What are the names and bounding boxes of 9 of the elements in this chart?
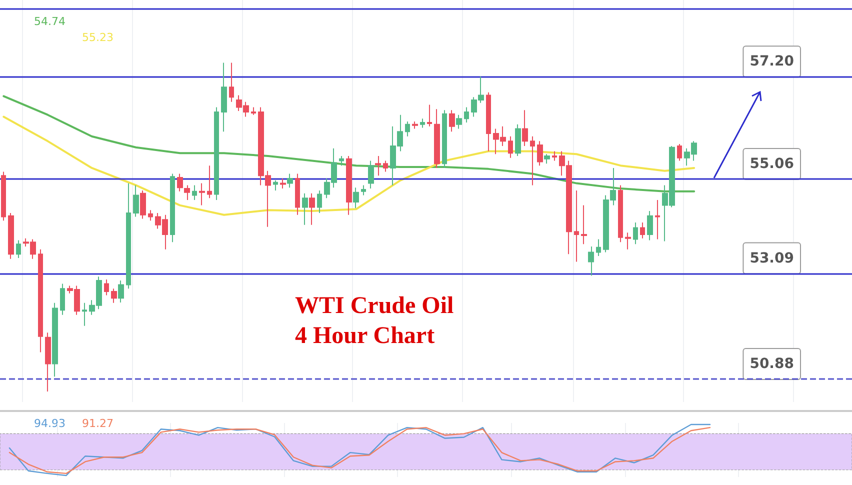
y-tick-label: 50.88 (750, 356, 794, 372)
y-tick-label: 53.09 (750, 250, 794, 266)
y-tick-label: 57.20 (750, 54, 794, 70)
y-tick-label: 55.06 (750, 156, 794, 172)
text: WTI Crude Oil 4 Hour Chart (295, 293, 454, 349)
annotation: 54.74 (34, 15, 66, 28)
annotation: 94.93 (34, 417, 66, 430)
annotation: 91.27 (82, 417, 114, 430)
annotation: 55.23 (82, 31, 114, 44)
